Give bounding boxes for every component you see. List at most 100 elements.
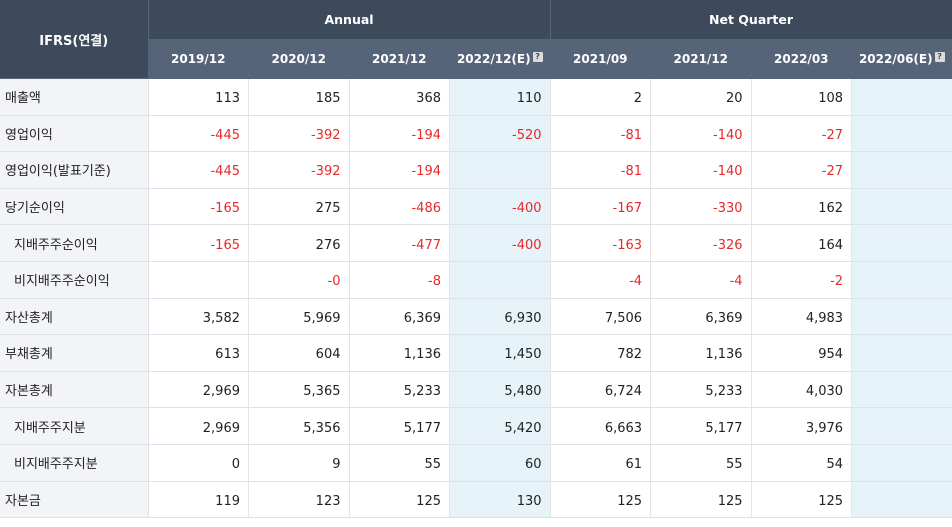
column-header: 2021/12	[349, 39, 450, 79]
row-label: 지배주주순이익	[0, 224, 149, 262]
table-row: 자본총계 2,969 5,365 5,233 5,480 6,724 5,233 4,030	[0, 371, 952, 409]
row-label: 자산총계	[0, 298, 149, 336]
table-cell: -392	[248, 115, 350, 153]
table-cell	[851, 407, 952, 445]
row-label: 지배주주지분	[0, 407, 149, 445]
table-cell: 613	[148, 334, 249, 372]
table-cell: 5,356	[248, 407, 350, 445]
table-cell: -326	[650, 224, 752, 262]
row-label: 당기순이익	[0, 188, 149, 226]
table-row: 비지배주주순이익 -0 -8 -4 -4 -2	[0, 261, 952, 299]
column-header: 2022/03	[751, 39, 853, 79]
table-cell: -445	[148, 151, 249, 189]
row-label: 영업이익(발표기준)	[0, 151, 149, 189]
table-cell: -486	[349, 188, 450, 226]
table-cell: 6,930	[449, 298, 551, 336]
row-label: 매출액	[0, 78, 149, 116]
table-cell: 954	[751, 334, 853, 372]
table-cell: 9	[248, 444, 350, 482]
table-row: 당기순이익 -165 275 -486 -400 -167 -330 162	[0, 188, 952, 226]
table-row: 영업이익(발표기준) -445 -392 -194 -81 -140 -27	[0, 151, 952, 189]
table-cell: -520	[449, 115, 551, 153]
table-cell	[851, 188, 952, 226]
table-cell	[851, 78, 952, 116]
table-cell: 1,136	[349, 334, 450, 372]
table-cell: 6,369	[349, 298, 450, 336]
help-icon[interactable]: ?	[532, 52, 543, 62]
table-cell: 1,136	[650, 334, 752, 372]
table-cell: 164	[751, 224, 853, 262]
table-cell: 60	[449, 444, 551, 482]
help-icon[interactable]: ?	[934, 52, 945, 62]
table-row: 자본금 119 123 125 130 125 125 125	[0, 481, 952, 519]
table-cell: 7,506	[550, 298, 652, 336]
table-cell: 130	[449, 481, 551, 519]
table-cell: -165	[148, 188, 249, 226]
table-cell: 604	[248, 334, 350, 372]
table-cell: 5,177	[650, 407, 752, 445]
table-cell: 5,233	[349, 371, 450, 409]
row-label: 영업이익	[0, 115, 149, 153]
table-cell: 123	[248, 481, 350, 519]
table-cell	[449, 151, 551, 189]
column-header: 2022/06(E)?	[851, 39, 952, 79]
table-row: 매출액 113 185 368 110 2 20 108	[0, 78, 952, 116]
table-cell: 125	[751, 481, 853, 519]
table-cell: 113	[148, 78, 249, 116]
table-cell: 3,582	[148, 298, 249, 336]
table-cell: -167	[550, 188, 652, 226]
table-row: 자산총계 3,582 5,969 6,369 6,930 7,506 6,369 4,983	[0, 298, 952, 336]
table-cell: -477	[349, 224, 450, 262]
table-cell: 4,030	[751, 371, 853, 409]
column-header: 2019/12	[148, 39, 249, 79]
table-cell: -163	[550, 224, 652, 262]
table-cell: 2	[550, 78, 652, 116]
table-row: 지배주주순이익 -165 276 -477 -400 -163 -326 164	[0, 224, 952, 262]
table-cell: 6,369	[650, 298, 752, 336]
table-cell: -4	[650, 261, 752, 299]
table-cell	[148, 261, 249, 299]
table-cell: -165	[148, 224, 249, 262]
table-cell: 2,969	[148, 371, 249, 409]
table-cell	[851, 444, 952, 482]
table-row: 지배주주지분 2,969 5,356 5,177 5,420 6,663 5,177 3,97…	[0, 407, 952, 445]
ifrs-basis-header: IFRS(연결)	[0, 0, 149, 79]
net-quarter-group-header: Net Quarter	[550, 0, 952, 40]
column-header-label: 2020/12	[271, 52, 326, 66]
column-header-label: 2021/09	[573, 52, 628, 66]
table-cell	[851, 224, 952, 262]
table-cell: -0	[248, 261, 350, 299]
table-cell: 55	[650, 444, 752, 482]
table-cell: 5,365	[248, 371, 350, 409]
table-cell	[851, 298, 952, 336]
table-cell: 125	[550, 481, 652, 519]
row-label: 비지배주주지분	[0, 444, 149, 482]
column-header: 2022/12(E)?	[449, 39, 551, 79]
table-cell: 5,969	[248, 298, 350, 336]
column-header-label: 2021/12	[673, 52, 729, 66]
table-cell: -27	[751, 115, 853, 153]
column-header-label: 2019/12	[171, 52, 226, 66]
column-header: 2020/12	[248, 39, 350, 79]
table-cell: 782	[550, 334, 652, 372]
table-cell: 5,233	[650, 371, 752, 409]
table-cell: 61	[550, 444, 652, 482]
table-cell: -445	[148, 115, 249, 153]
table-cell: -140	[650, 115, 752, 153]
table-row: 비지배주주지분 0 9 55 60 61 55 54	[0, 444, 952, 482]
table-cell: 2,969	[148, 407, 249, 445]
table-cell: -194	[349, 115, 450, 153]
table-cell: 108	[751, 78, 853, 116]
column-header-label: 2022/06(E)	[858, 52, 933, 66]
table-cell: -330	[650, 188, 752, 226]
row-label: 자본금	[0, 481, 149, 519]
table-cell: -81	[550, 115, 652, 153]
table-cell: 54	[751, 444, 853, 482]
table-cell: 0	[148, 444, 249, 482]
table-cell: 125	[349, 481, 450, 519]
table-cell	[851, 334, 952, 372]
table-cell: 5,420	[449, 407, 551, 445]
table-cell: 3,976	[751, 407, 853, 445]
table-cell: 5,480	[449, 371, 551, 409]
table-cell	[851, 481, 952, 519]
